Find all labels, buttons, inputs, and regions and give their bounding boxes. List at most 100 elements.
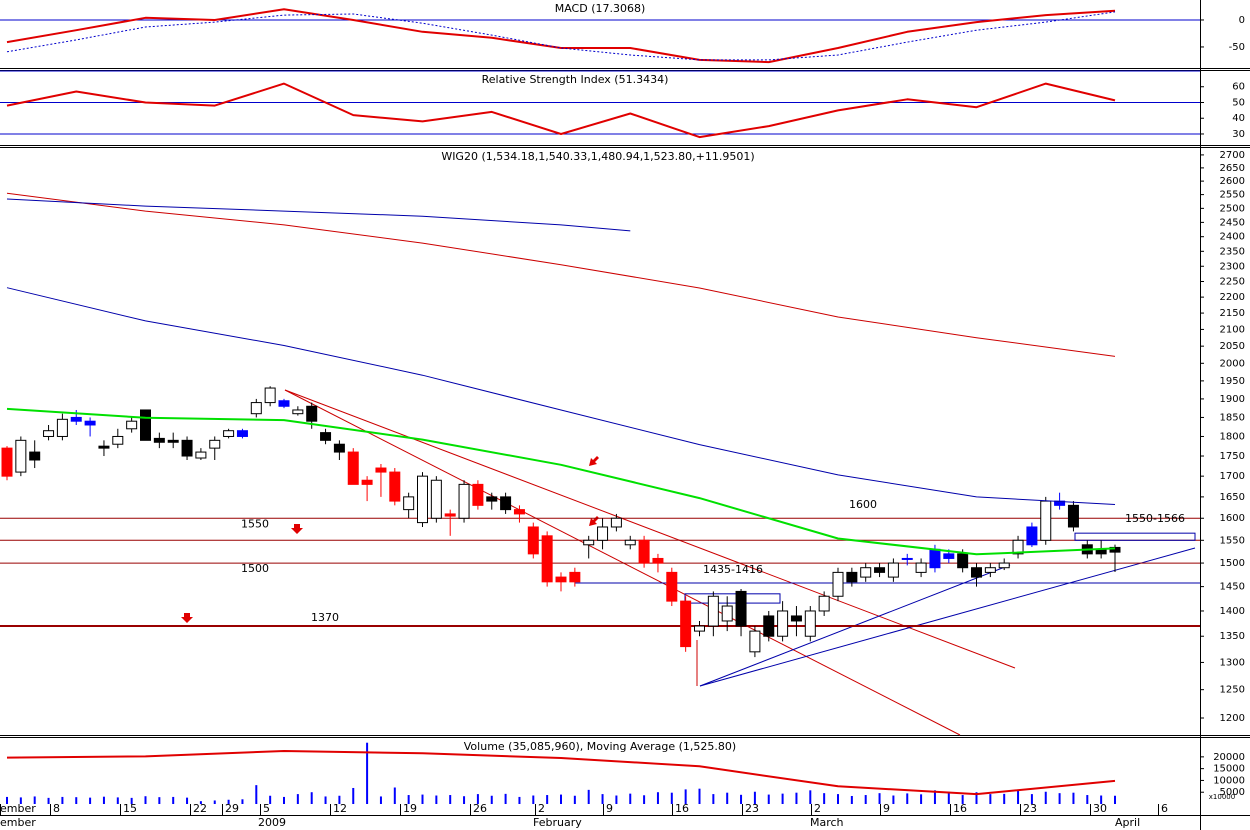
volume-bar — [947, 791, 950, 804]
panel-title: WIG20 (1,534.18,1,540.33,1,480.94,1,523.… — [441, 150, 754, 163]
volume-bar — [920, 794, 923, 804]
unit-label: x10000 — [1209, 793, 1235, 801]
y-tick-label: 20000 — [1213, 752, 1245, 763]
y-tick-label: 1600 — [1220, 513, 1245, 524]
candle-body — [818, 595, 830, 612]
trendline — [699, 547, 1196, 687]
x-tick-label: 15 — [123, 802, 137, 815]
y-tick-label: 2450 — [1220, 217, 1245, 228]
y-tick-label: 2500 — [1220, 203, 1245, 214]
volume-bar — [283, 796, 285, 804]
volume-bar — [546, 795, 549, 804]
volume-bar — [116, 797, 119, 804]
candle-body — [70, 416, 82, 422]
candle-body — [707, 595, 719, 627]
level-label: 1500 — [241, 562, 269, 575]
candle-body — [583, 539, 595, 546]
y-tick-label: 1850 — [1220, 412, 1245, 423]
y-tick-label: 5000 — [1220, 787, 1245, 798]
candle-body — [846, 571, 858, 583]
candle-body — [375, 467, 387, 473]
candle-body — [597, 526, 609, 541]
y-tick-label: 2400 — [1220, 232, 1245, 243]
volume-bar — [89, 797, 92, 804]
candle-body — [306, 405, 318, 422]
candle-body — [860, 567, 872, 578]
candle-body — [472, 483, 484, 506]
indicator-line — [6, 287, 1116, 505]
candle-body — [998, 562, 1010, 569]
candle-body — [140, 409, 151, 441]
y-tick-label: 1500 — [1220, 558, 1245, 569]
y-tick-label: 2050 — [1220, 341, 1245, 352]
candle-body — [1067, 504, 1079, 528]
y-tick-label: 2300 — [1220, 261, 1245, 272]
candle-body — [153, 437, 165, 443]
volume-bar — [643, 795, 646, 804]
volume-bar — [532, 795, 535, 804]
volume-bar — [975, 792, 978, 804]
indicator-line — [6, 750, 1116, 796]
candle-body — [943, 553, 955, 559]
candle-body — [555, 576, 567, 583]
volume-bar — [421, 794, 424, 804]
volume-bar — [269, 795, 272, 804]
y-tick-label: 1350 — [1220, 631, 1245, 642]
y-tick-label: 30 — [1232, 129, 1245, 140]
volume-bar — [712, 794, 715, 804]
volume-bar — [629, 793, 632, 804]
indicator-line — [6, 407, 1116, 556]
volume-bar — [490, 795, 493, 804]
candle-body — [541, 535, 553, 583]
volume-bar — [850, 795, 853, 804]
month-label: March — [810, 816, 844, 829]
y-tick-label: 2200 — [1220, 292, 1245, 303]
x-tick-label: 26 — [473, 802, 487, 815]
volume-bar — [1058, 793, 1061, 804]
candle-body — [569, 571, 581, 583]
volume-bar — [61, 796, 64, 804]
x-tick-label: 6 — [1161, 802, 1168, 815]
candle-body — [320, 432, 332, 441]
volume-bar — [823, 793, 826, 804]
volume-bar — [504, 793, 507, 804]
x-tick-label: 19 — [403, 802, 417, 815]
candle-body — [513, 509, 525, 515]
candle-body — [638, 539, 650, 564]
candle-body — [126, 420, 138, 430]
candle-body — [984, 567, 996, 573]
candle-body — [486, 496, 498, 502]
y-tick-label: 1650 — [1220, 492, 1245, 503]
y-tick-label: 1450 — [1220, 582, 1245, 593]
volume-bar — [989, 794, 992, 804]
volume-bar — [186, 797, 189, 804]
volume-bar — [684, 789, 687, 804]
candle-body — [804, 610, 816, 637]
candle-body — [347, 451, 359, 485]
candle-body — [763, 615, 775, 637]
candle-body — [403, 496, 415, 511]
candle-body — [527, 526, 539, 555]
volume-bar — [767, 794, 770, 804]
volume-bar — [615, 795, 618, 804]
candle-body — [444, 513, 456, 517]
volume-bar — [75, 797, 78, 804]
level-label: 1600 — [849, 498, 877, 511]
y-tick-label: 2250 — [1220, 277, 1245, 288]
candle-body — [236, 430, 248, 437]
month-label: 2009 — [258, 816, 286, 829]
x-tick-label: 30 — [1093, 802, 1107, 815]
y-tick-label: 1700 — [1220, 471, 1245, 482]
volume-bar — [961, 795, 964, 804]
candle-body — [43, 430, 55, 437]
volume-bar — [352, 787, 355, 804]
volume-bar — [476, 794, 479, 804]
x-tick-label: 23 — [1023, 802, 1037, 815]
candle-body — [167, 439, 179, 443]
volume-bar — [393, 787, 396, 804]
x-tick-label: ember — [0, 802, 36, 815]
volume-bar — [19, 797, 22, 804]
volume-bar — [906, 793, 909, 804]
y-tick-label: 0 — [1239, 15, 1245, 26]
volume-bar — [560, 794, 562, 804]
